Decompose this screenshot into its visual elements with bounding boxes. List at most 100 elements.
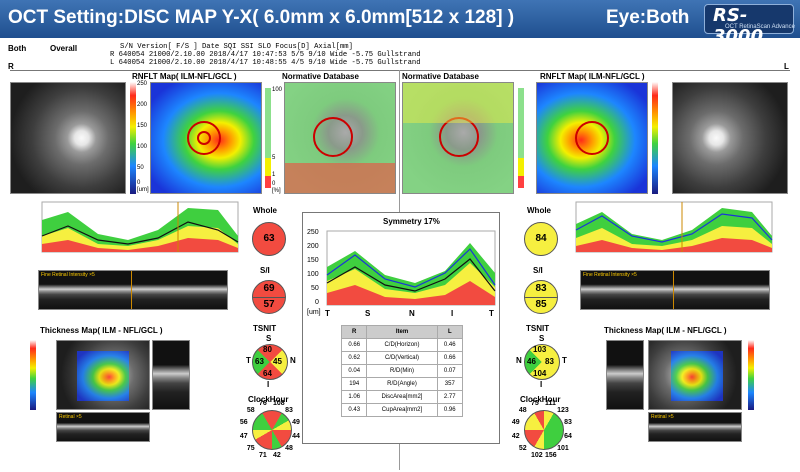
divider [10,70,790,71]
disc-outline [313,117,353,157]
tsnit-i-label: I [540,380,543,389]
tsnit-t-label: T [246,356,251,365]
table-row: 0.43 CupArea[mm2] 0.96 [340,403,464,417]
norm-title-right: Normative Database [282,72,359,81]
si-circle-right: 69 57 [252,280,286,314]
sym-axis-t: T [325,309,330,318]
table-cell: 0.62 [340,351,368,365]
header-bar: OCT Setting:DISC MAP Y-X( 6.0mm x 6.0mm[… [0,0,800,47]
clock-hour-value: 64 [564,432,572,440]
norm-scale-label: 1 [272,172,276,178]
si-divider [525,297,557,298]
whole-value: 84 [535,233,547,244]
tsnit-t-value: 63 [255,357,264,366]
abnormal-zone [285,163,395,193]
si-inferior-value: 85 [535,299,547,310]
profile-graph-right [41,201,239,253]
normative-map-left[interactable] [402,82,514,194]
sym-tick: 150 [307,257,319,264]
norm-colorbar-left [518,88,524,188]
thickness-overlay [77,351,129,401]
sym-tick: 0 [315,299,319,306]
profile-graph-left [575,201,773,253]
table-cell: 2.77 [436,390,464,404]
thickness-colorbar-left [748,340,754,410]
tsnit-n-value: 46 [527,357,536,366]
sym-axis-unit: [um] [307,309,321,316]
oct-bscan-left[interactable]: Fine Retinal Intensity ×5 [580,270,770,310]
tsnit-t-value: 83 [545,357,554,366]
oct-cursor [131,271,132,309]
col-header: L [436,325,464,339]
oct-label: Fine Retinal Intensity ×5 [41,272,95,278]
tsnit-s-value: 80 [263,345,272,354]
table-cell: 0.43 [340,403,368,417]
clockhour-circle-right [252,410,292,450]
table-row: 0.66 C/D(Horizon) 0.46 [340,338,464,352]
rnfl-map-right[interactable] [150,82,262,194]
disc-outline [187,121,221,155]
norm-scale-label: [%] [272,188,281,194]
tsnit-label-right: TSNIT [253,324,277,333]
thickness-fundus-left[interactable] [648,340,742,410]
normative-map-right[interactable] [284,82,396,194]
col-header: R [340,325,368,339]
oct-label: Retinal ×5 [651,414,674,420]
rnfl-map-left[interactable] [536,82,648,194]
tsnit-n-label: N [290,356,296,365]
table-cell: 1.06 [340,390,368,404]
clock-hour-value: 48 [285,445,293,453]
tsnit-i-value: 64 [263,369,272,378]
borderline-zone [403,83,513,123]
clock-hour-value: 44 [292,432,300,440]
tsnit-i-value: 104 [533,369,547,378]
clock-hour-value: 156 [544,452,557,460]
oct-label: Retinal ×5 [59,414,82,420]
vertical-bscan-left [606,340,644,410]
oct-cursor [673,271,674,309]
clock-hour-value: 42 [272,452,281,460]
whole-circle-right: 63 [252,222,286,256]
clock-hour-value: 75 [246,445,255,453]
sym-tick: 250 [307,229,319,236]
norm-scale-label: 100 [272,87,283,93]
symmetry-graph [326,230,496,306]
table-cell: R/D(Angle) [366,377,438,391]
table-cell: DiscArea[mm2] [366,390,438,404]
whole-circle-left: 84 [524,222,558,256]
norm-colorbar-right [265,88,271,188]
measurements-table: R Item L 0.66 C/D(Horizon) 0.46 0.62 C/D(Ver… [340,325,464,417]
clockhour-label-right: ClockHour [248,395,289,404]
sym-axis-t2: T [489,309,494,318]
table-cell: 194 [340,377,368,391]
tsnit-circle-left: 103 46 83 104 [524,344,560,380]
both-label: Both [8,44,27,53]
sym-axis-n: N [409,309,415,318]
tsnit-t-label: T [562,356,567,365]
table-row: 194 R/D(Angle) 357 [340,377,464,391]
clock-hour-value: 47 [239,432,248,440]
thickness-fundus-right[interactable] [56,340,150,410]
thickness-colorbar-right [30,340,36,410]
scale-label: [um] [137,187,149,193]
clock-hour-value: 76 [259,399,267,407]
rnfl-title-right: RNFLT Map( ILM-NFL/GCL ) [132,72,237,81]
clock-hour-value: 58 [246,406,255,414]
rnfl-title-left: RNFLT Map( ILM-NFL/GCL ) [540,72,645,81]
symmetry-title: Symmetry 17% [383,217,440,226]
sym-tick: 50 [311,285,319,292]
disc-outline [439,117,479,157]
clock-hour-value: 102 [531,452,543,460]
info-row-l: L 640054 21000/2.10.00 2018/4/17 10:48:5… [110,59,421,67]
si-inferior-value: 57 [263,299,275,310]
clock-hour-value: 52 [518,445,527,453]
info-row-r: R 640054 21000/2.10.00 2018/4/17 10:47:5… [110,51,421,59]
oct-bscan-right[interactable]: Fine Retinal Intensity ×5 [38,270,228,310]
whole-label-right: Whole [253,206,277,215]
si-superior-value: 83 [535,283,547,294]
clock-hour-value: 75 [531,399,539,407]
table-cell: CupArea[mm2] [366,403,438,417]
table-cell: R/D(Min) [366,364,438,378]
clock-hour-value: 123 [557,406,569,414]
clock-hour-value: 48 [518,406,527,414]
